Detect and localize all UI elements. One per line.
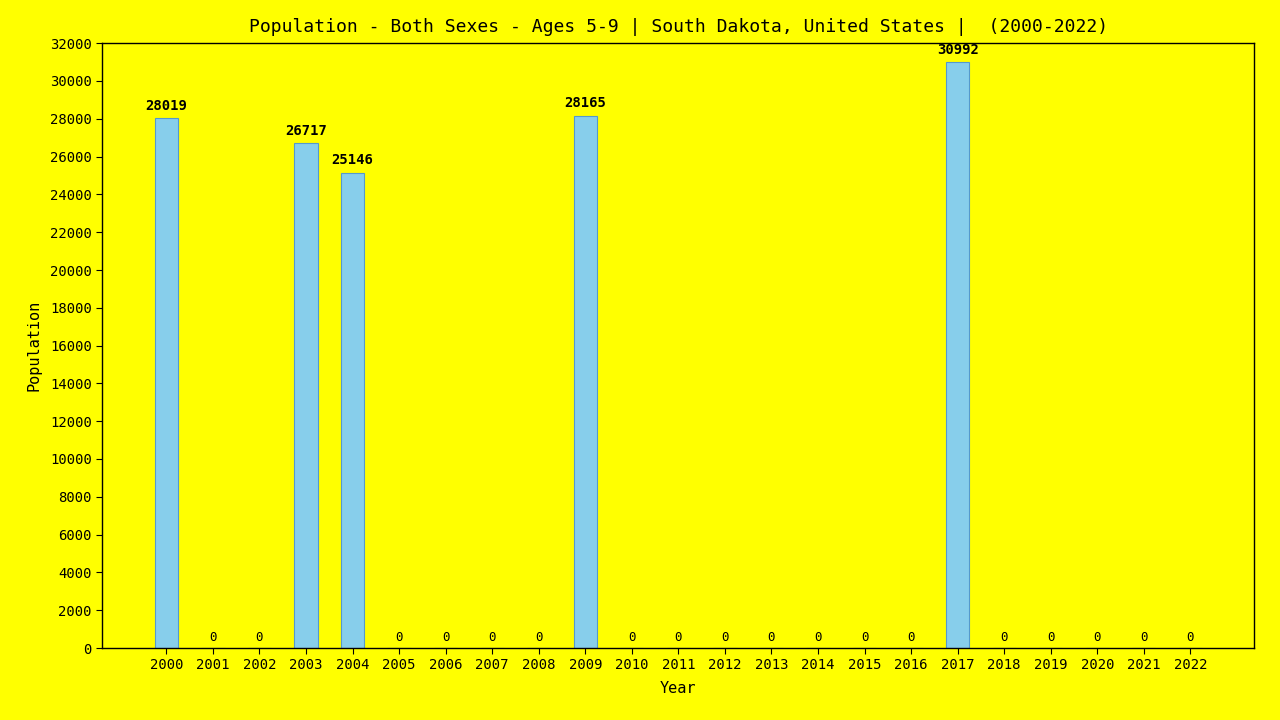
Text: 0: 0	[1093, 631, 1101, 644]
Bar	[155, 119, 178, 648]
Text: 0: 0	[1140, 631, 1148, 644]
Text: 0: 0	[1047, 631, 1055, 644]
Y-axis label: Population: Population	[27, 300, 42, 391]
Text: 0: 0	[209, 631, 216, 644]
Bar	[340, 173, 365, 648]
Text: 0: 0	[675, 631, 682, 644]
Text: 0: 0	[535, 631, 543, 644]
Text: 0: 0	[256, 631, 264, 644]
Bar	[573, 116, 596, 648]
Text: 25146: 25146	[332, 153, 374, 168]
Text: 0: 0	[908, 631, 915, 644]
Text: 0: 0	[442, 631, 449, 644]
Text: 30992: 30992	[937, 43, 979, 57]
Text: 28019: 28019	[146, 99, 187, 113]
Text: 28165: 28165	[564, 96, 607, 110]
Text: 0: 0	[396, 631, 403, 644]
Text: 0: 0	[721, 631, 728, 644]
Text: 0: 0	[489, 631, 495, 644]
Text: 0: 0	[1187, 631, 1194, 644]
X-axis label: Year: Year	[660, 680, 696, 696]
Text: 0: 0	[814, 631, 822, 644]
Text: 26717: 26717	[285, 124, 326, 138]
Text: 0: 0	[768, 631, 776, 644]
Text: 0: 0	[861, 631, 868, 644]
Text: 0: 0	[1001, 631, 1007, 644]
Title: Population - Both Sexes - Ages 5-9 | South Dakota, United States |  (2000-2022): Population - Both Sexes - Ages 5-9 | Sou…	[248, 18, 1108, 36]
Text: 0: 0	[628, 631, 636, 644]
Bar	[946, 62, 969, 648]
Bar	[294, 143, 317, 648]
